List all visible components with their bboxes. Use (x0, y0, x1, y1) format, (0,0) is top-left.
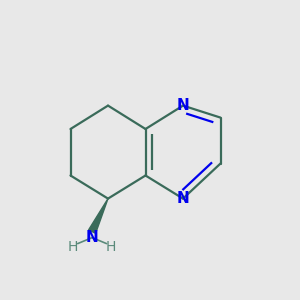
Text: N: N (177, 98, 189, 113)
Text: H: H (68, 240, 78, 254)
Polygon shape (88, 199, 108, 233)
Text: H: H (106, 240, 116, 254)
Text: N: N (177, 191, 189, 206)
Text: N: N (86, 230, 98, 245)
